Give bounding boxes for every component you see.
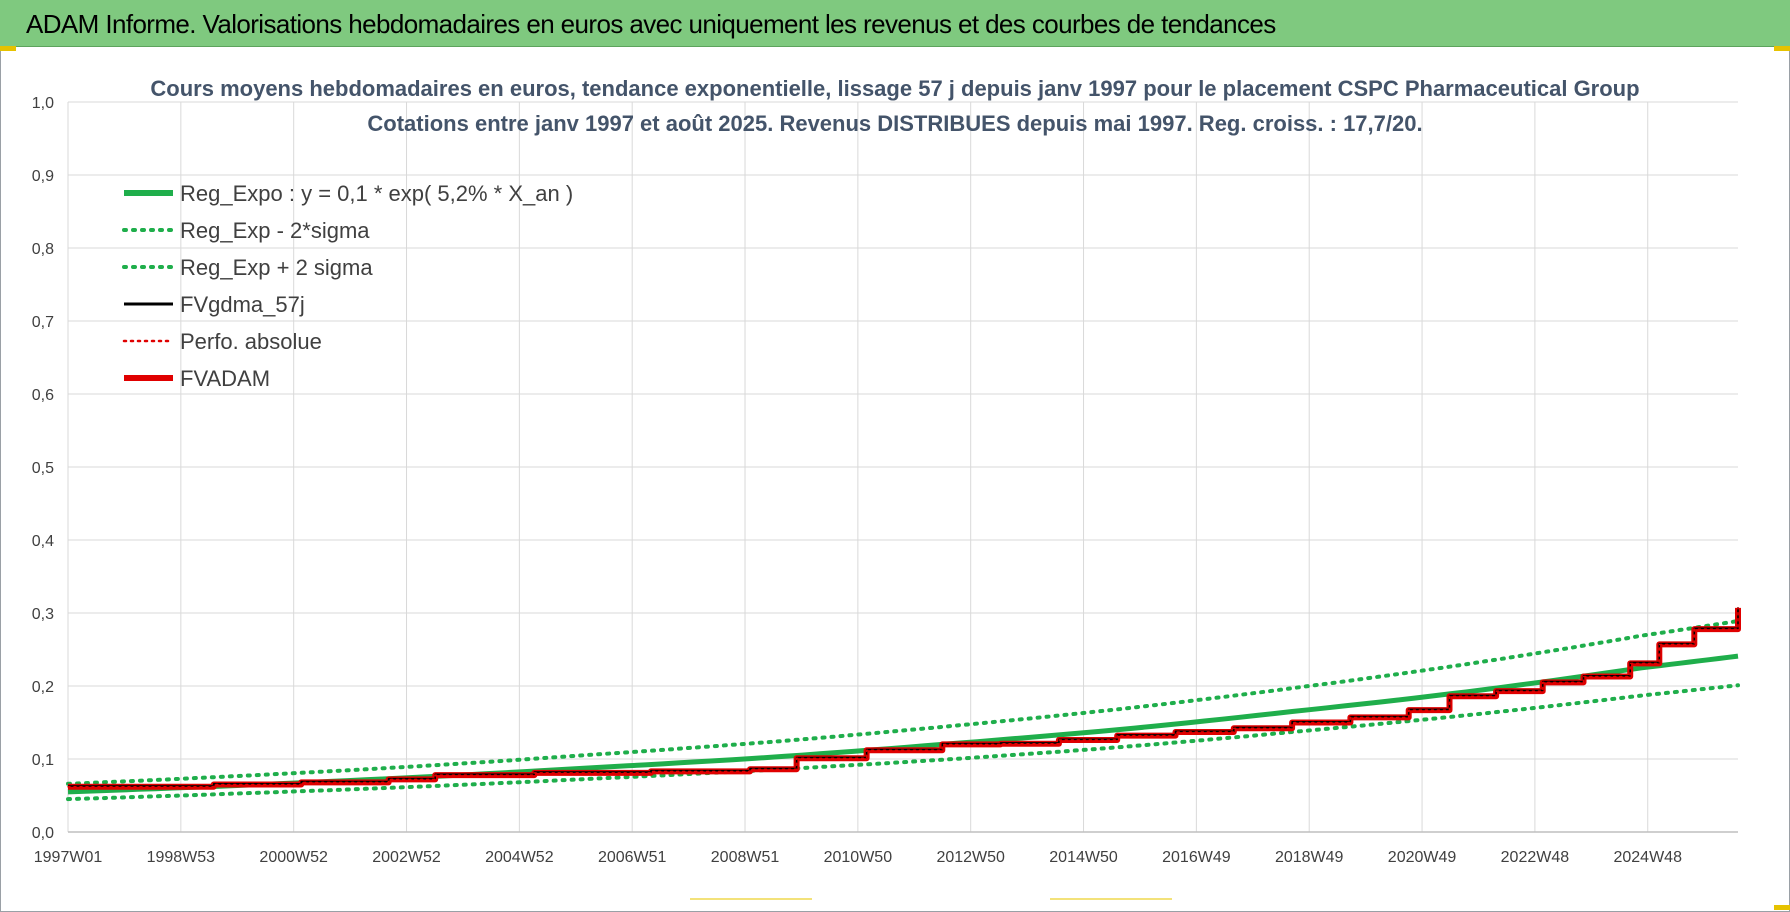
x-tick-label: 2000W52 <box>259 849 328 866</box>
x-tick-label: 1997W01 <box>34 849 103 866</box>
legend-label: Reg_Expo : y = 0,1 * exp( 5,2% * X_an ) <box>180 181 573 206</box>
bottom-edge-mark-right <box>1050 898 1172 900</box>
legend-label: FVADAM <box>180 366 270 391</box>
banner: ADAM Informe. Valorisations hebdomadaire… <box>0 0 1790 47</box>
x-tick-label: 2020W49 <box>1388 849 1457 866</box>
series-reg-exp-minus-2sigma <box>66 683 1740 802</box>
x-tick-label: 1998W53 <box>147 849 216 866</box>
y-tick-label: 0,8 <box>32 241 54 258</box>
y-tick-label: 0,6 <box>32 387 54 404</box>
chart-title-line-1: Cours moyens hebdomadaires en euros, ten… <box>150 76 1639 101</box>
y-tick-label: 0,3 <box>32 606 54 623</box>
y-tick-label: 0,9 <box>32 168 54 185</box>
grid <box>67 101 1738 833</box>
banner-title: ADAM Informe. Valorisations hebdomadaire… <box>26 9 1276 39</box>
y-tick-label: 1,0 <box>32 95 54 112</box>
x-tick-label: 2012W50 <box>936 849 1005 866</box>
x-tick-label: 2024W48 <box>1613 849 1682 866</box>
y-tick-label: 0,5 <box>32 460 54 477</box>
series-fvadam <box>68 607 1741 790</box>
y-tick-label: 0,2 <box>32 679 54 696</box>
y-tick-label: 0,7 <box>32 314 54 331</box>
bottom-edge-mark-left <box>690 898 812 900</box>
x-tick-label: 2022W48 <box>1501 849 1570 866</box>
plot-area <box>66 607 1741 802</box>
corner-mark-bottom-right <box>1774 905 1790 910</box>
legend-label: Reg_Exp + 2 sigma <box>180 255 373 280</box>
corner-mark-top-right <box>1774 46 1790 51</box>
x-tick-label: 2010W50 <box>824 849 893 866</box>
x-tick-label: 2018W49 <box>1275 849 1344 866</box>
legend: Reg_Expo : y = 0,1 * exp( 5,2% * X_an ) R… <box>122 181 573 391</box>
y-tick-label: 0,1 <box>32 752 54 769</box>
legend-label: FVgdma_57j <box>180 292 305 317</box>
y-tick-label: 0,0 <box>32 825 54 842</box>
x-tick-label: 2002W52 <box>372 849 441 866</box>
corner-mark-top-left <box>0 46 16 51</box>
legend-label: Reg_Exp - 2*sigma <box>180 218 370 243</box>
x-tick-label: 2016W49 <box>1162 849 1231 866</box>
x-tick-label: 2008W51 <box>711 849 780 866</box>
x-axis: 1997W01 1998W53 2000W52 2002W52 2004W52 2006W… <box>34 849 1682 866</box>
legend-label: Perfo. absolue <box>180 329 322 354</box>
x-tick-label: 2004W52 <box>485 849 554 866</box>
x-tick-label: 2014W50 <box>1049 849 1118 866</box>
chart-title-line-2: Cotations entre janv 1997 et août 2025. … <box>367 111 1422 136</box>
series-perfo-absolue <box>67 607 1739 788</box>
y-axis: 0,0 0,1 0,2 0,3 0,4 0,5 0,6 0,7 0,8 0,9 1,0 <box>32 95 54 842</box>
series-reg-exp-plus-2sigma <box>66 619 1740 786</box>
y-tick-label: 0,4 <box>32 533 54 550</box>
x-tick-label: 2006W51 <box>598 849 667 866</box>
